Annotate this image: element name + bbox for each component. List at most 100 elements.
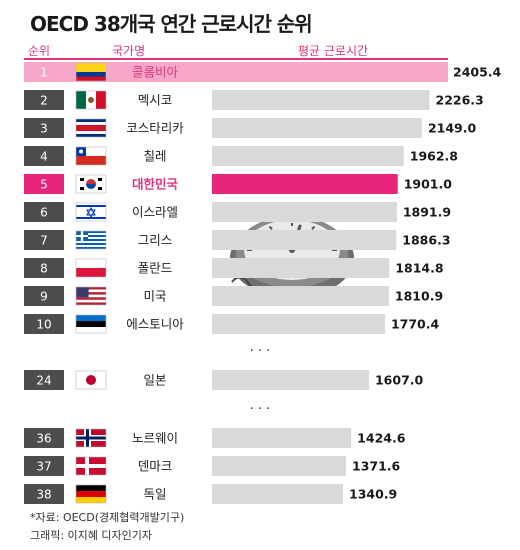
greece-flag	[75, 230, 107, 250]
bar	[212, 484, 344, 504]
bar	[212, 202, 397, 222]
header-hours: 평균 근로시간	[298, 44, 369, 58]
bar	[212, 118, 422, 138]
chart-row-7: 7 그리스 1886.3	[24, 230, 451, 250]
chart-row-37: 37 덴마크 1371.6	[24, 456, 401, 476]
chart-row-1: 1 콜롬비아 2405.4	[24, 62, 502, 82]
country-label: 노르웨이	[132, 431, 178, 446]
country-label: 칠레	[143, 149, 166, 164]
mexico-flag	[75, 90, 107, 110]
rank-badge	[24, 230, 64, 250]
value-label: 1891.9	[403, 205, 451, 220]
bar	[212, 370, 369, 390]
norway-flag	[75, 428, 107, 448]
bar	[212, 456, 347, 476]
rank-label: 36	[36, 432, 51, 446]
bar	[212, 286, 389, 306]
chart-row-6: 6 이스라엘 1891.9	[24, 202, 451, 222]
chart-title: OECD 38개국 연간 근로시간 순위	[30, 12, 313, 36]
row-gap-ellipsis: · · ·	[250, 402, 271, 417]
clock-illustration	[230, 216, 354, 299]
rank-badge	[24, 118, 64, 138]
bar	[212, 90, 430, 110]
usa-flag	[75, 286, 107, 306]
rank-badge	[24, 258, 64, 278]
rank-label: 1	[40, 66, 48, 80]
bar	[212, 230, 397, 250]
country-label: 일본	[143, 373, 166, 388]
chart-row-24: 24 일본 1607.0	[24, 370, 424, 390]
credit-note: 그래픽: 이지혜 디자인기자	[30, 529, 153, 542]
value-label: 1962.8	[410, 149, 458, 164]
chart-row-38: 38 독일 1340.9	[24, 484, 397, 504]
country-label: 대한민국	[132, 177, 179, 192]
header-rank: 순위	[28, 44, 51, 58]
rank-label: 4	[40, 150, 48, 164]
denmark-flag	[75, 456, 107, 476]
value-label: 1901.0	[404, 177, 453, 192]
header-rule	[24, 58, 448, 60]
value-label: 2405.4	[453, 65, 502, 80]
rank-badge	[24, 428, 64, 448]
rank-badge	[24, 174, 64, 194]
value-label: 1814.8	[395, 261, 443, 276]
value-label: 1607.0	[375, 373, 424, 388]
bar	[212, 428, 352, 448]
rank-label: 2	[40, 94, 48, 108]
value-label: 2226.3	[436, 93, 484, 108]
rank-badge	[24, 90, 64, 110]
rank-label: 8	[40, 262, 48, 276]
chart-row-8: 8 폴란드 1814.8	[24, 258, 444, 278]
rank-badge	[24, 370, 64, 390]
country-label: 이스라엘	[132, 205, 178, 220]
row-gap-ellipsis: · · ·	[250, 344, 271, 359]
rank-badge	[24, 286, 64, 306]
country-label: 독일	[143, 487, 166, 502]
chart-row-5: 5 대한민국 1901.0	[24, 174, 452, 194]
korea-flag	[75, 174, 107, 194]
rank-badge	[24, 314, 64, 334]
israel-flag	[75, 202, 107, 222]
bar	[212, 174, 398, 194]
bar	[212, 258, 390, 278]
country-label: 미국	[143, 289, 166, 304]
bar	[212, 146, 404, 166]
rank-badge	[24, 202, 64, 222]
rank-badge	[24, 62, 64, 82]
poland-flag	[75, 258, 107, 278]
value-label: 2149.0	[428, 121, 477, 136]
value-label: 1810.9	[395, 289, 443, 304]
rank-label: 38	[36, 488, 51, 502]
value-label: 1770.4	[391, 317, 440, 332]
rank-label: 9	[40, 290, 48, 304]
rank-badge	[24, 484, 64, 504]
country-label: 덴마크	[138, 459, 173, 474]
chart-row-3: 3 코스타리카 2149.0	[24, 118, 476, 138]
country-label: 그리스	[138, 233, 173, 248]
country-label: 코스타리카	[126, 121, 184, 136]
rank-label: 3	[40, 122, 48, 136]
rank-label: 6	[40, 206, 48, 220]
rank-badge	[24, 456, 64, 476]
value-label: 1424.6	[357, 431, 406, 446]
country-label: 에스토니아	[126, 317, 184, 332]
header-country: 국가명	[112, 44, 146, 58]
colombia-flag	[75, 62, 107, 82]
rank-label: 10	[36, 318, 51, 332]
germany-flag	[75, 484, 107, 504]
value-label: 1340.9	[349, 487, 397, 502]
value-label: 1886.3	[402, 233, 450, 248]
chart-row-10: 10 에스토니아 1770.4	[24, 314, 440, 334]
source-note: *자료: OECD(경제협력개발기구)	[30, 511, 185, 524]
rank-badge	[24, 146, 64, 166]
costa-rica-flag	[75, 118, 107, 138]
country-label: 폴란드	[138, 261, 173, 276]
chart-row-4: 4 칠레 1962.8	[24, 146, 458, 166]
japan-flag	[75, 370, 107, 390]
rank-label: 37	[36, 460, 51, 474]
chart-row-2: 2 멕시코 2226.3	[24, 90, 484, 110]
value-label: 1371.6	[352, 459, 401, 474]
rank-label: 5	[40, 178, 48, 192]
estonia-flag	[75, 314, 107, 334]
